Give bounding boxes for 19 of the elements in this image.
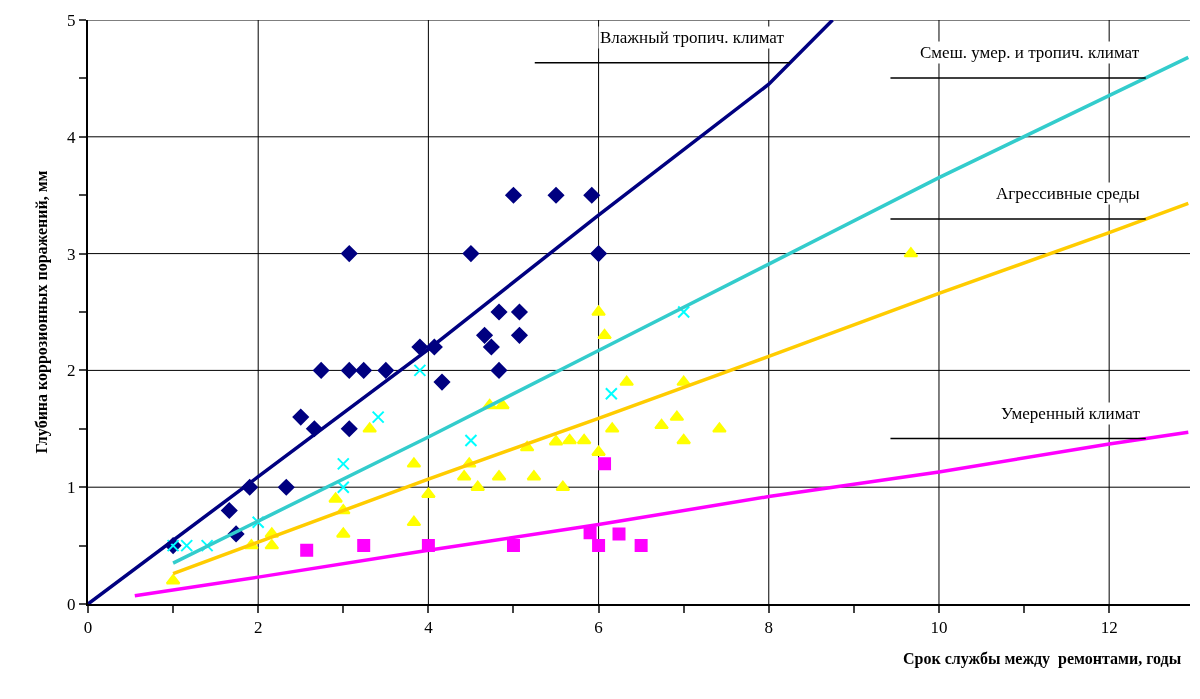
x-tick-label: 8 [764, 618, 774, 638]
series-label: Смеш. умер. и тропич. климат [920, 43, 1140, 62]
y-tick-label: 4 [67, 127, 77, 147]
x-tick-label: 12 [1100, 618, 1118, 638]
x-axis-title: Срок службы между ремонтами, годы [903, 650, 1182, 668]
series-label: Агрессивные среды [996, 184, 1141, 203]
x-tick-label: 0 [83, 618, 93, 638]
y-tick-label: 0 [67, 594, 76, 614]
y-axis-title: Глубина коррозионных поражений, мм [33, 170, 52, 454]
y-tick-label: 1 [67, 478, 76, 498]
y-tick-label: 3 [67, 244, 76, 264]
x-tick-label: 2 [253, 618, 263, 638]
series-label: Умеренный климат [1001, 404, 1141, 423]
x-tick-label: 6 [594, 618, 603, 638]
series-label: Влажный тропич. климат [600, 28, 785, 47]
x-tick-label: 10 [930, 618, 948, 638]
x-tick-label: 4 [424, 618, 434, 638]
y-tick-label: 5 [67, 10, 76, 30]
y-tick-label: 2 [67, 361, 76, 381]
